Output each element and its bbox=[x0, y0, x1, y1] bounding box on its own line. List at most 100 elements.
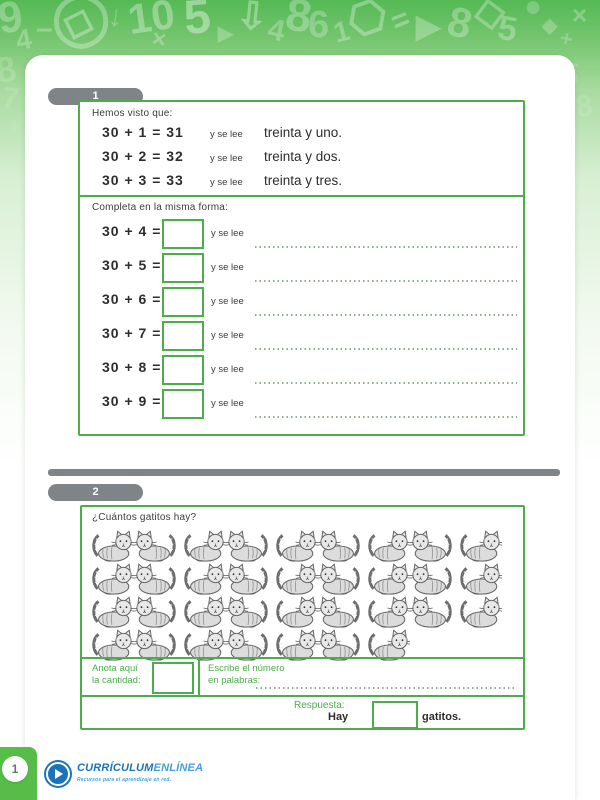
math-symbol-decoration: + bbox=[8, 114, 21, 139]
exercise-equation: 30 + 5 = bbox=[102, 257, 162, 273]
response-label: Respuesta: bbox=[294, 700, 345, 711]
response-row-top-line bbox=[82, 695, 523, 697]
curriculum-en-linea-logo: CURRÍCULUMENLÍNEA Recursos para el apren… bbox=[46, 761, 203, 786]
response-suffix: gatitos. bbox=[422, 711, 462, 723]
math-symbol-decoration: × bbox=[572, 0, 588, 30]
cat-illustration bbox=[456, 529, 505, 563]
exercise-answer-box[interactable] bbox=[162, 355, 204, 385]
cat-illustration bbox=[180, 595, 229, 629]
math-symbol-decoration: 5 bbox=[181, 0, 213, 46]
example-equation: 30 + 2 = 32 bbox=[102, 148, 184, 164]
exercise-equation: 30 + 4 = bbox=[102, 223, 162, 239]
example-words: treinta y uno. bbox=[264, 125, 343, 140]
words-answer-line[interactable] bbox=[256, 687, 514, 689]
example-words: treinta y tres. bbox=[264, 173, 343, 188]
example-equation: 30 + 3 = 33 bbox=[102, 172, 184, 188]
exercise-answer-box[interactable] bbox=[162, 321, 204, 351]
response-answer-box[interactable] bbox=[372, 701, 418, 729]
cat-row bbox=[88, 529, 522, 563]
reads-label: y se lee bbox=[211, 364, 244, 375]
quantity-label-line2: la cantidad: bbox=[92, 675, 141, 686]
math-symbol-decoration: ▶ bbox=[218, 23, 234, 45]
cat-illustration bbox=[131, 562, 180, 596]
exercise-answer-line[interactable] bbox=[255, 314, 517, 316]
cat-illustration bbox=[272, 562, 321, 596]
cat-illustration bbox=[407, 529, 456, 563]
logo-name-part2: ENLÍNEA bbox=[153, 762, 204, 774]
logo-tagline: Recursos para el aprendizaje en red. bbox=[77, 777, 172, 783]
exercise-answer-line[interactable] bbox=[255, 416, 517, 418]
cat-illustration bbox=[407, 562, 456, 596]
examples-box: Hemos visto que: 30 + 1 = 31 y se lee tr… bbox=[78, 100, 525, 199]
exercise-answer-box[interactable] bbox=[162, 287, 204, 317]
exercise-answer-line[interactable] bbox=[255, 280, 517, 282]
cat-illustration bbox=[315, 562, 364, 596]
cat-illustration bbox=[180, 562, 229, 596]
exercise-equation: 30 + 9 = bbox=[102, 393, 162, 409]
answer-area-top-line bbox=[82, 657, 523, 659]
exercises-title: Completa en la misma forma: bbox=[92, 202, 229, 213]
exercise-answer-line[interactable] bbox=[255, 246, 517, 248]
math-symbol-decoration: + bbox=[557, 24, 576, 53]
cat-illustration bbox=[456, 562, 505, 596]
reads-label: y se lee bbox=[211, 228, 244, 239]
cat-illustration bbox=[456, 595, 505, 629]
exercise-answer-box[interactable] bbox=[162, 389, 204, 419]
math-symbol-decoration: 6 bbox=[308, 4, 330, 46]
math-symbol-decoration: 7 bbox=[0, 81, 21, 117]
cats-box: ¿Cuántos gatitos hay? Anota aquí la cant… bbox=[80, 505, 525, 730]
cat-row bbox=[88, 595, 522, 629]
reads-label: y se lee bbox=[211, 330, 244, 341]
exercise-answer-box[interactable] bbox=[162, 219, 204, 249]
reads-label: y se lee bbox=[211, 398, 244, 409]
cat-illustration bbox=[223, 529, 272, 563]
example-equation: 30 + 1 = 31 bbox=[102, 124, 184, 140]
cat-illustration bbox=[88, 595, 137, 629]
exercise-equation: 30 + 8 = bbox=[102, 359, 162, 375]
math-symbol-decoration: 8 bbox=[442, 0, 477, 49]
cat-illustration bbox=[315, 595, 364, 629]
worksheet-page: 1 Hemos visto que: 30 + 1 = 31 y se lee … bbox=[25, 55, 575, 800]
words-label-line1: Escribe el número bbox=[208, 663, 285, 674]
exercise-answer-box[interactable] bbox=[162, 253, 204, 283]
math-symbol-decoration: = bbox=[386, 1, 415, 40]
cat-row bbox=[88, 562, 522, 596]
exercise-equation: 30 + 6 = bbox=[102, 291, 162, 307]
words-label: Escribe el número en palabras: bbox=[208, 663, 285, 687]
cat-illustration bbox=[88, 562, 137, 596]
quantity-label: Anota aquí la cantidad: bbox=[92, 663, 141, 687]
cat-illustration bbox=[364, 595, 413, 629]
exercise-answer-line[interactable] bbox=[255, 382, 517, 384]
reads-label: y se lee bbox=[210, 153, 243, 164]
examples-intro: Hemos visto que: bbox=[92, 108, 173, 119]
play-icon bbox=[46, 762, 70, 786]
cat-illustration bbox=[364, 562, 413, 596]
page-number: 1 bbox=[2, 756, 28, 782]
math-symbol-decoration: × bbox=[149, 24, 169, 55]
quantity-answer-box[interactable] bbox=[152, 662, 194, 694]
example-words: treinta y dos. bbox=[264, 149, 342, 164]
math-symbol-decoration: ◯ bbox=[52, 0, 111, 47]
math-symbol-decoration: 4 bbox=[13, 22, 35, 57]
reads-label: y se lee bbox=[210, 177, 243, 188]
reads-label: y se lee bbox=[210, 129, 243, 140]
cat-illustration bbox=[223, 595, 272, 629]
math-symbol-decoration: ⬡ bbox=[344, 0, 391, 45]
math-symbol-decoration: ● bbox=[524, 0, 543, 23]
cat-illustration bbox=[180, 529, 229, 563]
cat-illustration bbox=[131, 595, 180, 629]
cat-illustration bbox=[131, 529, 180, 563]
section-divider bbox=[48, 469, 560, 476]
math-symbol-decoration: 8 bbox=[574, 89, 595, 124]
cat-illustration bbox=[272, 595, 321, 629]
exercise-answer-line[interactable] bbox=[255, 348, 517, 350]
cat-illustration bbox=[272, 529, 321, 563]
math-symbol-decoration: ▶ bbox=[416, 8, 441, 44]
quantity-label-line1: Anota aquí bbox=[92, 663, 138, 674]
logo-text: CURRÍCULUMENLÍNEA Recursos para el apren… bbox=[77, 763, 203, 786]
reads-label: y se lee bbox=[211, 296, 244, 307]
cats-grid bbox=[88, 529, 522, 662]
math-symbol-decoration: 10 bbox=[124, 0, 178, 44]
math-symbol-decoration: – bbox=[36, 12, 53, 45]
math-symbol-decoration: ↓ bbox=[105, 0, 126, 34]
